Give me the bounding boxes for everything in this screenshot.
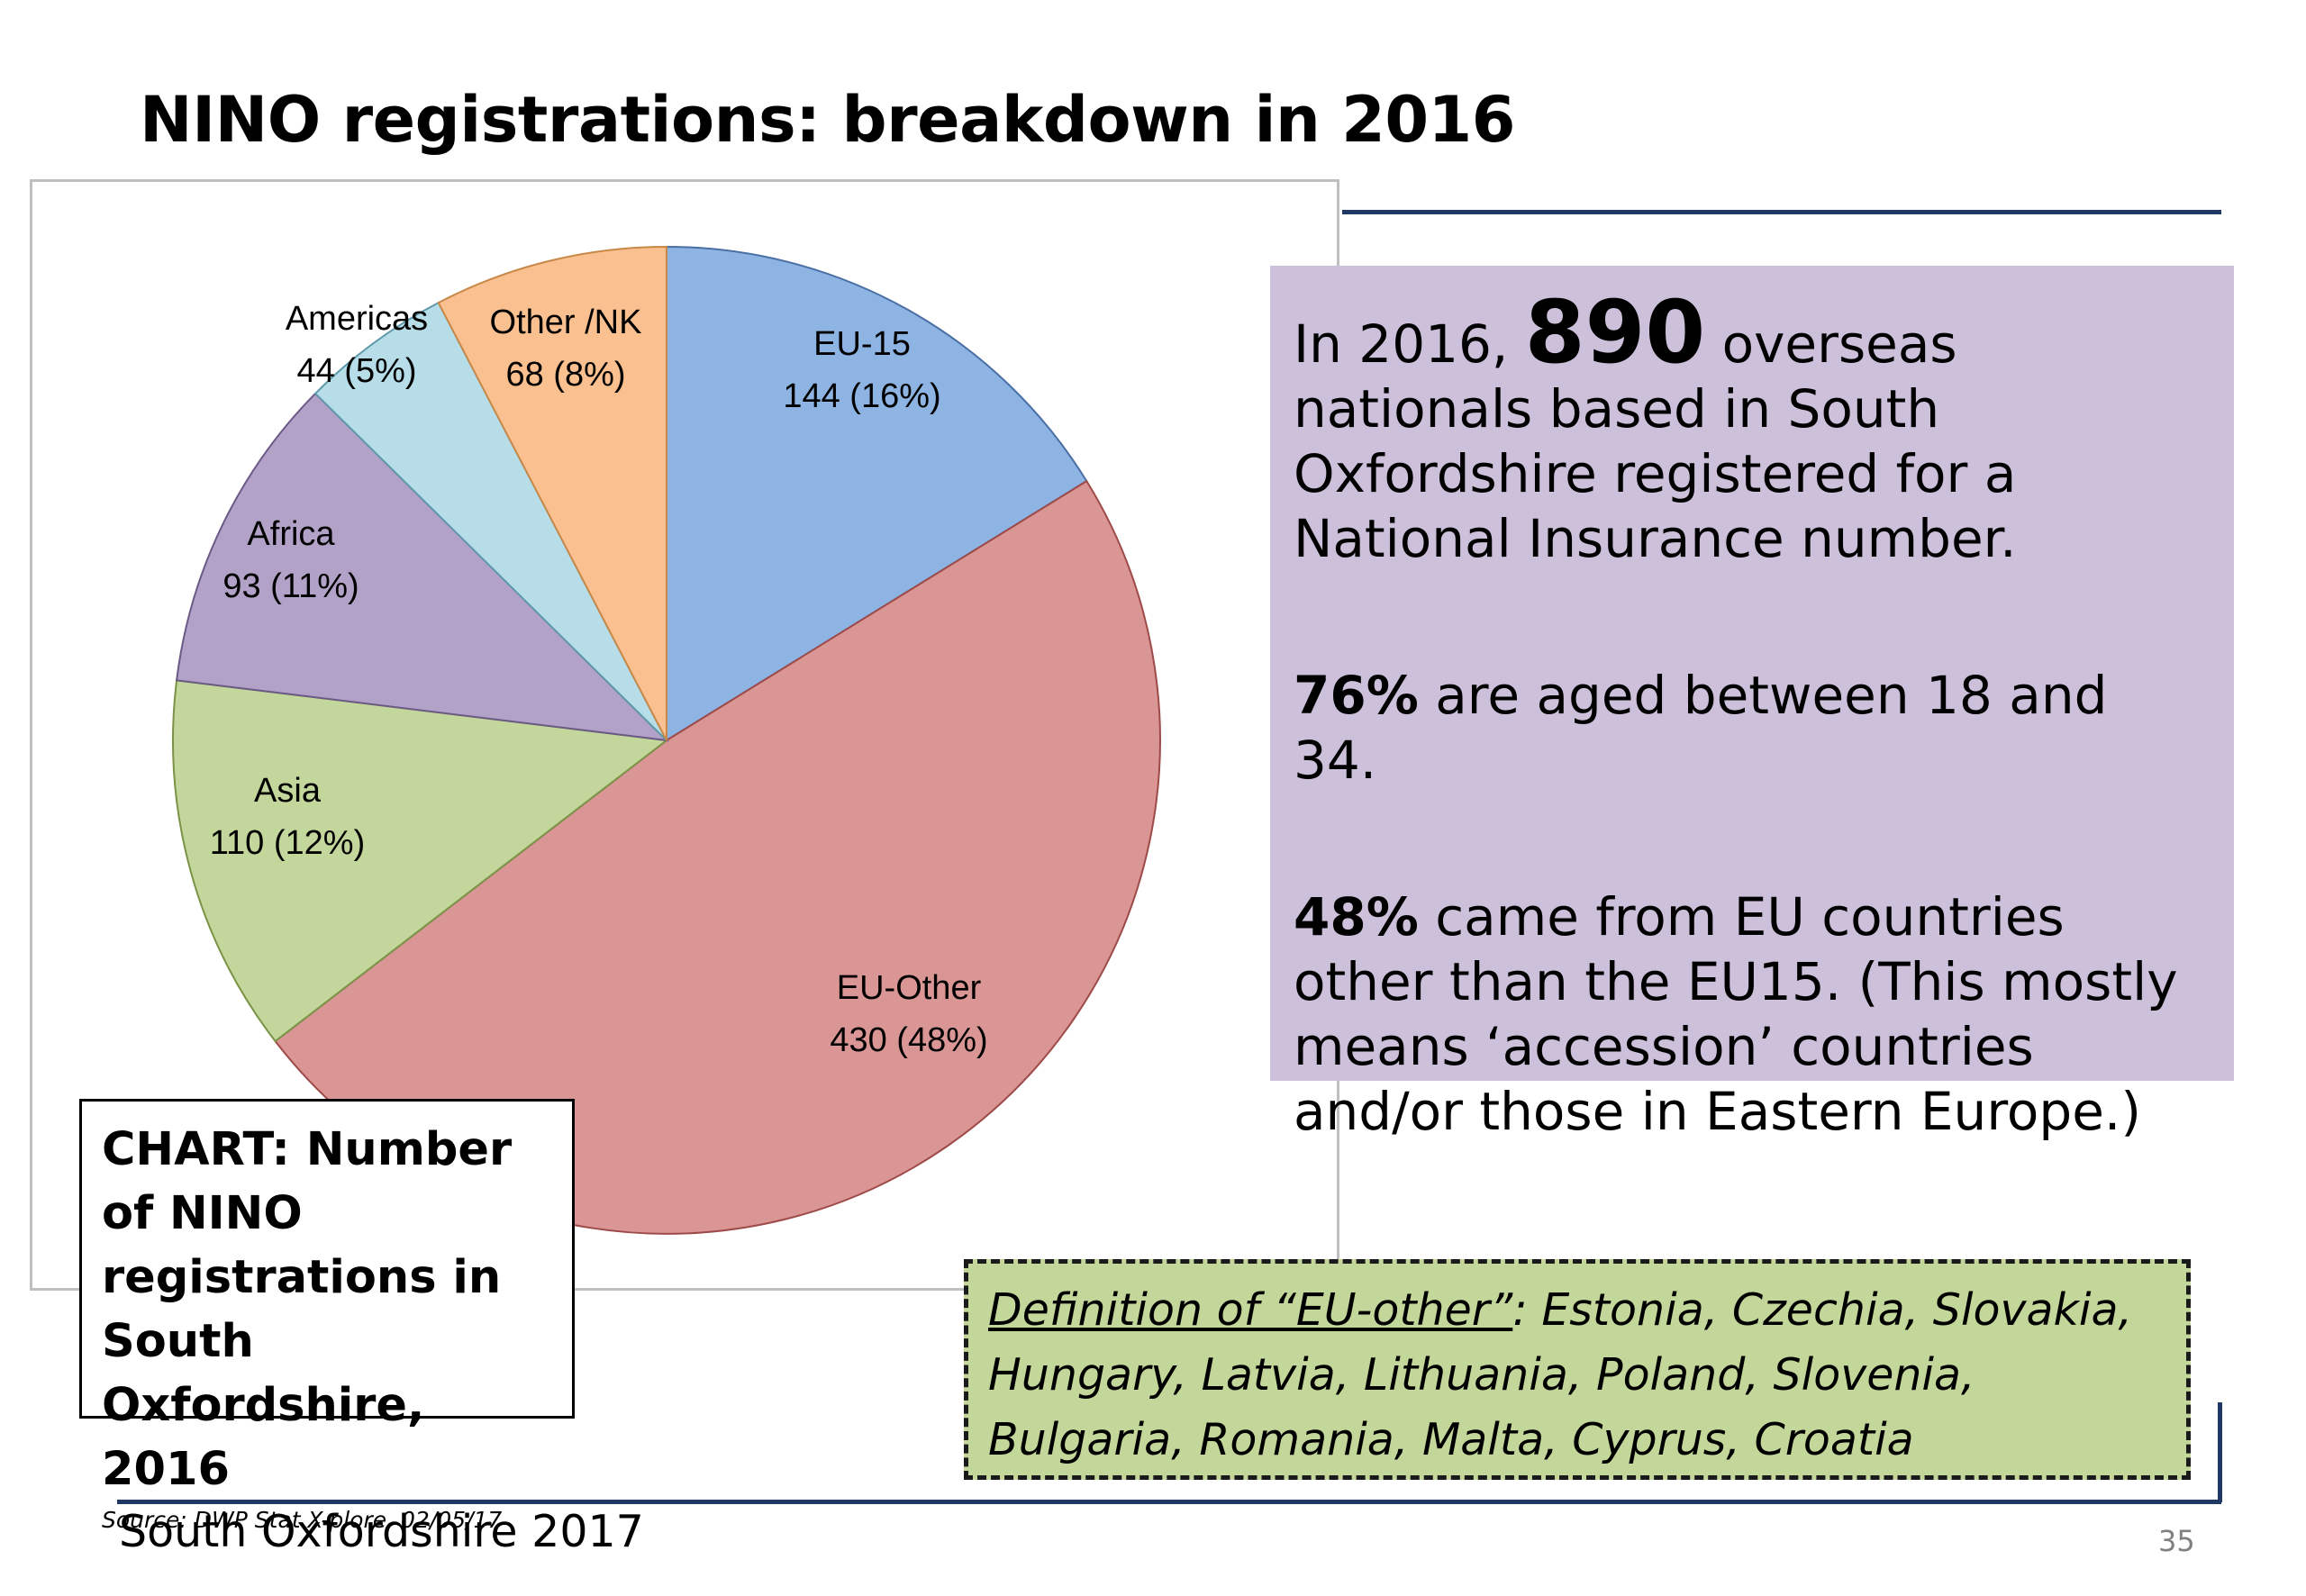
slice-value-asia: 110 (12%): [210, 824, 366, 862]
footer-text: South Oxfordshire 2017: [119, 1506, 644, 1557]
slice-label-asia: Asia: [254, 772, 322, 810]
page-number: 35: [2158, 1524, 2195, 1558]
info-box: In 2016, 890 overseas nationals based in…: [1270, 266, 2234, 1142]
info-intro-text: In 2016,: [1294, 313, 1525, 375]
pie-slice-americas: [313, 301, 667, 741]
slice-value-eu-15: 144 (16%): [783, 377, 940, 415]
chart-frame: EU-15 144 (16%) EU-Other 430 (48%) Asia 110 (…: [30, 179, 1339, 1291]
chart-caption: CHART: Number of NINO registrations in S…: [79, 1099, 575, 1533]
slice-label-africa: Africa: [247, 515, 335, 553]
pie-slice-other-nk: [437, 245, 667, 741]
slice-label-other-nk: Other /NK: [490, 304, 642, 341]
info-paragraph-eu: 48% came from EU countries other than th…: [1294, 884, 2207, 1144]
pie-slice-eu-15: [666, 245, 1088, 742]
slice-value-africa: 93 (11%): [222, 567, 359, 605]
pie-chart: EU-15 144 (16%) EU-Other 430 (48%) Asia 110 (…: [172, 245, 1161, 1235]
right-divider-line: [2218, 1402, 2222, 1502]
caption-title: CHART: Number of NINO registrations in S…: [102, 1123, 513, 1496]
slice-label-eu-15: EU-15: [813, 325, 911, 363]
top-divider-line: [1342, 210, 2221, 214]
definition-text: : Estonia, Czechia, Slovakia, Hungary, L…: [988, 1284, 2133, 1465]
slide-title: NINO registrations: breakdown in 2016: [140, 83, 1515, 157]
pie-slice-africa: [175, 392, 669, 742]
total-registrations: 890: [1524, 282, 1706, 383]
definition-label: Definition of “EU-other”: [988, 1284, 1513, 1336]
eu-other-definition: Definition of “EU-other”: Estonia, Czech…: [964, 1259, 2191, 1480]
eu-other-percentage: 48%: [1294, 886, 1419, 948]
age-percentage: 76%: [1294, 665, 1419, 726]
slice-label-americas: Americas: [286, 300, 428, 338]
caption-source: Source: DWP Stat X-plore, 02/05/17: [102, 1507, 503, 1533]
eu-other-text: came from EU countries other than the EU…: [1294, 886, 2178, 1142]
info-paragraph-age: 76% are aged between 18 and 34.: [1294, 663, 2207, 793]
bottom-divider-line: [117, 1500, 2221, 1504]
slice-label-eu-other: EU-Other: [837, 969, 982, 1007]
pie-slice-asia: [172, 679, 669, 1043]
slice-value-eu-other: 430 (48%): [830, 1021, 987, 1059]
slice-value-other-nk: 68 (8%): [505, 356, 625, 394]
slice-value-americas: 44 (5%): [296, 352, 416, 390]
info-total-text: overseas nationals based in South Oxford…: [1294, 313, 2017, 569]
info-paragraph-total: In 2016, 890 overseas nationals based in…: [1294, 289, 2207, 571]
age-text: are aged between 18 and 34.: [1294, 665, 2108, 791]
